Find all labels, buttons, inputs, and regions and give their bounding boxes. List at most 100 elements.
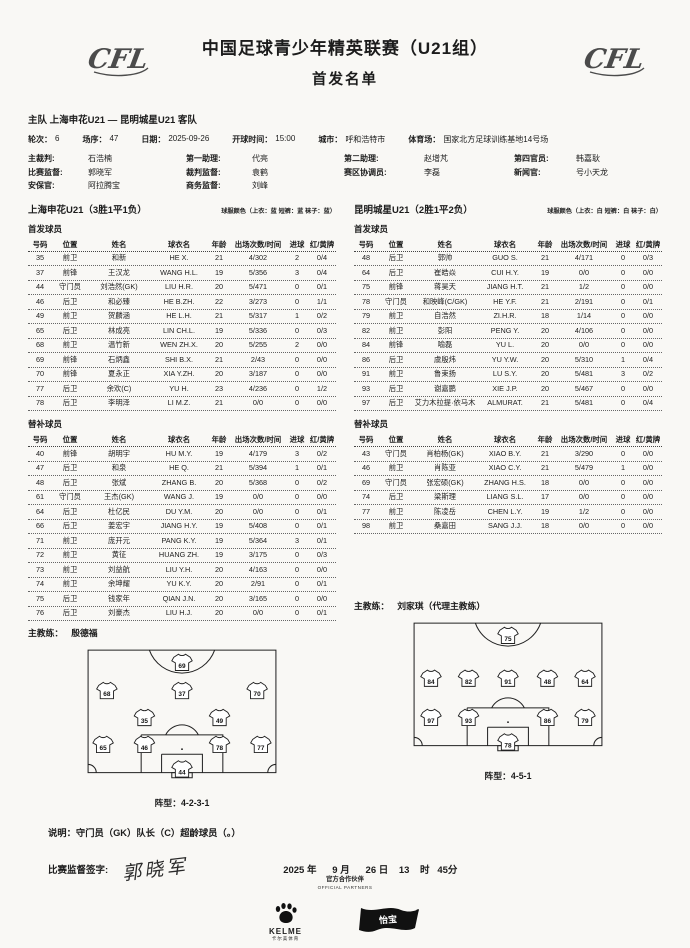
player-cell: 后卫 [62,383,78,393]
player-cell: HUANG ZH. [158,550,200,560]
table-header: 号码 位置 姓名 球衣名 年龄 出场次数/时间 进球 红/黄牌 [28,238,336,252]
player-shirt-icon: 97 [420,708,442,727]
player-cell: LIU H.R. [165,282,193,292]
player-cell: 4/171 [574,253,594,263]
player-cell: LIN CH.L. [162,325,196,335]
player-cell: 1/2 [578,282,590,292]
player-cell: 76 [35,608,45,618]
official-role-label: 主裁判: [28,154,55,163]
player-cell: 19 [540,267,550,277]
player-cell: 谢嘉鹏 [434,383,456,393]
player-cell: 喻磊 [437,340,453,350]
player-cell: 鲁束扬 [434,369,456,379]
player-cell: SANG J.J. [487,521,523,531]
player-cell: 0/0 [578,492,590,502]
player-cell: 0/1 [316,608,328,618]
player-cell: 0 [294,506,300,516]
player-cell: CUI H.Y. [491,267,519,277]
official-name: 代亮 [252,154,268,163]
player-shirt-icon: 93 [457,708,480,727]
player-cell: 前卫 [62,564,78,574]
player-cell: 66 [35,521,45,531]
player-shirt-icon: 37 [171,681,193,700]
player-shirt-icon: 69 [171,653,193,671]
player-row: 74 前卫 余坤耀 YU K.Y. 20 2/91 0 0/1 [28,578,336,592]
player-cell: 0/0 [252,492,264,502]
field-label: 城市： [318,135,343,144]
player-row: 49 前卫 贺麟涵 HE L.H. 21 5/317 1 0/2 [28,310,336,324]
player-row: 37 前锋 王汉龙 WANG H.L. 19 5/356 3 0/4 [28,266,336,281]
player-row: 97 后卫 艾力木拉提·依马木 ALMURAT. 21 5/481 0 0/4 [354,397,662,411]
player-cell: DU Y.M. [165,506,193,516]
player-cell: 0/4 [642,398,654,408]
player-cell: 崔皓焱 [434,267,456,277]
player-cell: 1/2 [316,383,328,393]
player-row: 46 前卫 肖陈亚 XIAO C.Y. 21 5/479 1 0/0 [354,462,662,476]
player-cell: 84 [361,340,371,350]
player-cell: 2/43 [250,354,266,364]
player-row: 64 后卫 杜亿民 DU Y.M. 20 0/0 0 0/1 [28,505,336,520]
player-shirt-icon: 35 [133,708,156,727]
player-cell: 0 [294,608,300,618]
player-cell: 74 [35,579,45,589]
player-cell: 20 [214,579,224,589]
player-cell: 张宏硕(GK) [426,477,464,487]
player-cell: 自浩然 [434,311,456,321]
column-header: 进球 [289,239,305,249]
field-label: 开球时间： [232,135,273,144]
player-shirt-icon: 46 [133,735,156,754]
svg-text:49: 49 [216,718,224,725]
player-cell: 3/175 [248,550,268,560]
svg-text:93: 93 [465,718,473,725]
player-cell: 3 [294,267,300,277]
player-row: 76 后卫 刘豪杰 LIU H.J. 20 0/0 0 0/1 [28,607,336,621]
home-formation-label: 阵型：4-2-3-1 [154,798,210,808]
official-name: 李磊 [424,167,440,177]
player-row: 69 守门员 张宏硕(GK) ZHANG H.S. 18 0/0 0 0/0 [354,476,662,491]
column-header: 号码 [358,239,374,249]
player-cell: 0 [294,354,300,364]
field-value: 国家北方足球训练基地14号场 [443,135,549,144]
field-value: 2025-09-26 [168,134,210,143]
player-row: 48 后卫 郭帅 GUO S. 21 4/171 0 0/3 [354,252,662,266]
column-header: 年龄 [211,435,227,444]
player-cell: 前卫 [388,325,404,335]
player-cell: 22 [214,296,224,306]
player-cell: 胡明宇 [108,448,130,458]
player-cell: 73 [35,564,45,574]
page-title: 中国足球青少年精英联赛（U21组） [201,39,489,58]
player-cell: 庞开元 [108,535,130,545]
player-cell: 前卫 [62,579,78,589]
player-cell: 夏永正 [108,369,130,379]
player-cell: 前卫 [62,311,78,321]
player-cell: 黄征 [111,550,127,560]
player-cell: XIA Y.ZH. [163,369,195,379]
svg-text:CFL: CFL [85,43,150,75]
player-cell: 20 [214,282,224,292]
field-value: 呼和浩特市 [345,135,386,144]
player-cell: 5/310 [574,354,594,364]
player-cell: 2/91 [250,579,266,589]
player-cell: 和泉 [111,463,127,473]
svg-text:82: 82 [465,679,473,686]
player-cell: LI M.Z. [167,398,191,408]
player-cell: 守门员 [385,296,407,306]
player-row: 66 后卫 姜宏宇 JIANG H.Y. 19 5/408 0 0/1 [28,520,336,534]
player-cell: 64 [361,267,371,277]
column-header: 年龄 [211,239,227,249]
player-cell: 20 [540,354,550,364]
player-cell: 21 [214,311,224,321]
player-cell: 19 [540,506,550,516]
player-cell: 75 [361,282,371,292]
player-cell: 0 [294,492,300,502]
kelme-logo: KELME 卡尔美体育 [269,902,302,942]
away-starters-table: 号码 位置 姓名 球衣名 年龄 出场次数/时间 进球 红/黄牌 48 后卫 郭帅 GUO S. 21 4… [354,238,662,411]
player-cell: HE L.H. [166,311,192,321]
svg-text:68: 68 [103,691,111,698]
field-value: 6 [55,134,60,143]
player-cell: 0/0 [642,340,654,350]
player-cell: 23 [214,383,224,393]
page-subtitle: 首发名单 [312,72,378,88]
column-header: 姓名 [437,239,453,249]
player-cell: 64 [35,506,45,516]
